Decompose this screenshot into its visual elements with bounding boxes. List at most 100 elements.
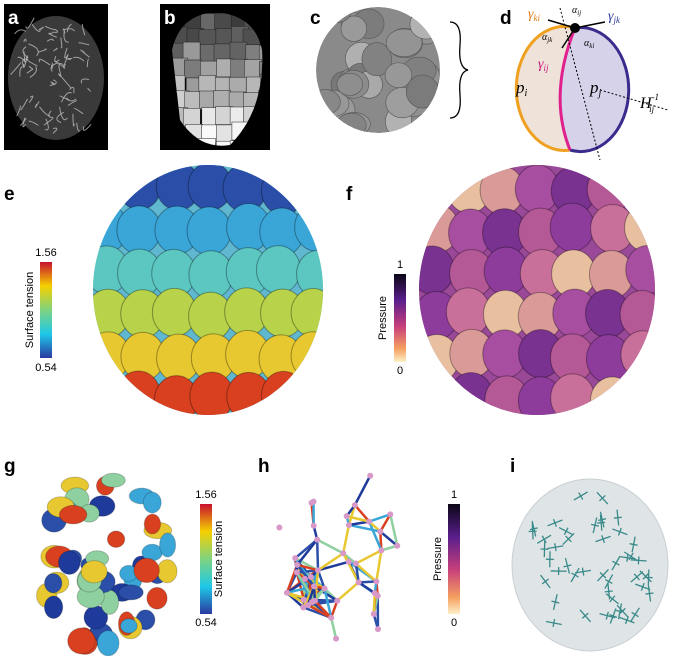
tension-axis: [578, 492, 584, 500]
node: [367, 472, 374, 479]
membrane: [22, 58, 29, 68]
panel-c: [316, 7, 440, 133]
panel-e: [93, 165, 323, 415]
node: [371, 590, 378, 597]
main: α: [572, 5, 578, 16]
sub: jk: [613, 15, 622, 25]
cell: [93, 165, 128, 213]
node: [345, 558, 352, 565]
node: [334, 597, 341, 604]
cell: [385, 28, 423, 57]
label-alpha-ij: αij: [572, 5, 581, 17]
fragment: [143, 513, 162, 535]
colorbar: [394, 274, 406, 362]
edge: [354, 563, 360, 583]
membrane: [22, 117, 27, 128]
edge: [353, 504, 371, 523]
edge: [375, 550, 383, 582]
panel-letter: d: [500, 8, 512, 29]
colorbar-max: 1: [397, 259, 403, 271]
fragment: [146, 586, 168, 610]
edge: [314, 600, 333, 619]
tension-axis: [601, 535, 606, 543]
tension-axis: [529, 527, 538, 531]
segment: [258, 61, 263, 80]
node: [352, 560, 359, 567]
node: [377, 528, 384, 535]
tension-axis: [637, 556, 640, 565]
tension-axis: [571, 572, 579, 578]
panel-letter: i: [510, 456, 515, 477]
membrane: [49, 79, 57, 87]
cell: [290, 331, 323, 381]
membrane: [80, 49, 90, 58]
main: α: [584, 38, 590, 49]
panel-letter: h: [258, 456, 270, 477]
panel-f: [419, 165, 655, 415]
panel-letter: c: [310, 8, 321, 29]
fragment: [96, 629, 120, 656]
tension-axis: [629, 543, 638, 546]
tension-axis: [617, 527, 622, 536]
label-gamma-ij: γij: [538, 57, 549, 73]
main: γ: [608, 9, 614, 24]
node: [387, 511, 394, 518]
tension-axis: [599, 572, 607, 579]
cell: [290, 288, 323, 338]
tension-axis: [612, 560, 620, 566]
edge: [368, 513, 391, 523]
node: [300, 604, 307, 611]
label-h: H-1 ij: [639, 92, 659, 114]
node: [300, 596, 307, 603]
segment: [198, 75, 217, 94]
tension-axis: [541, 535, 547, 543]
tension-axis: [642, 573, 649, 580]
colorbar-label: Pressure: [377, 296, 389, 340]
node: [311, 583, 318, 590]
cell: [316, 89, 341, 115]
membrane: [53, 47, 58, 52]
edge: [329, 617, 338, 639]
panel-h: [276, 472, 401, 642]
panel-letter: f: [346, 184, 353, 205]
label-p-i: pi: [515, 78, 528, 99]
membrane: [81, 24, 86, 36]
edge: [323, 588, 333, 618]
membrane: [17, 56, 27, 63]
tension-axis: [631, 611, 639, 618]
tension-axis: [598, 518, 607, 522]
membrane: [23, 55, 29, 68]
sub: ki: [534, 13, 541, 23]
membrane: [20, 98, 29, 111]
membrane: [63, 30, 69, 43]
edge: [317, 560, 350, 572]
segment: [198, 138, 216, 146]
fragment: [67, 627, 96, 655]
membrane: [25, 56, 38, 67]
membrane: [43, 117, 54, 126]
sub: i: [525, 88, 528, 99]
fragment: [106, 530, 126, 548]
cell: [384, 62, 413, 89]
arrow: [574, 21, 606, 29]
membrane: [73, 56, 85, 62]
cell: [186, 206, 232, 256]
edge: [342, 552, 360, 583]
membrane: [52, 127, 58, 134]
membrane: [16, 105, 22, 117]
edge: [355, 549, 382, 565]
membrane: [28, 120, 39, 126]
main: γ: [538, 57, 544, 72]
edge: [348, 520, 370, 527]
arrow: [561, 27, 576, 49]
membrane: [38, 48, 47, 53]
membrane: [38, 58, 51, 66]
tension-axis: [624, 616, 629, 625]
segment: [216, 124, 234, 144]
edge: [355, 562, 378, 583]
node: [340, 550, 347, 557]
node: [366, 518, 373, 525]
panel-letter: g: [4, 456, 16, 477]
edge: [330, 600, 339, 619]
segment: [182, 41, 201, 61]
